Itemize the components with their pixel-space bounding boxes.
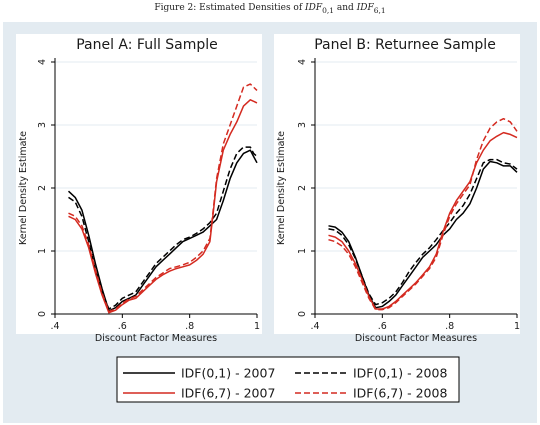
- chart-canvas: Panel A: Full Sample 0 1 2 3 4 .4 .6 .8 1 Discount…: [16, 34, 520, 403]
- caption-sub-2: 6,1: [373, 5, 386, 15]
- legend-label-idf-6-7-2008: IDF(6,7) - 2008: [353, 386, 447, 401]
- panel-b-group: Panel B: Returnee Sample 0 1 2 3 4 .4 .6 .8 1 Disc…: [274, 34, 520, 344]
- panel-a-background: [16, 34, 262, 334]
- legend-box: [116, 356, 460, 403]
- panel-a-title: Panel A: Full Sample: [76, 37, 218, 53]
- panel-a-y-tick-label-4: 4: [37, 59, 48, 65]
- caption-sub-1: 0,1: [322, 5, 334, 15]
- panel-b-x-tick-label-3: 1: [514, 321, 520, 332]
- panel-a-y-tick-label-3: 3: [37, 122, 48, 128]
- panel-a-x-axis-title: Discount Factor Measures: [95, 333, 217, 344]
- panel-a-series-idf-6-7-2007: [68, 99, 258, 314]
- legend: IDF(0,1) - 2007 IDF(0,1) - 2008 IDF(6,7) -…: [116, 356, 460, 403]
- panel-a-y-tick-label-1: 1: [37, 248, 48, 254]
- panel-b-x-axis-title: Discount Factor Measures: [355, 333, 477, 344]
- caption-prefix: Figure 2: Estimated Densities of: [154, 3, 303, 13]
- graph-region: Panel A: Full Sample 0 1 2 3 4 .4 .6 .8 1 Discount…: [3, 22, 537, 423]
- panel-b-series-idf-6-7-2007: [328, 131, 518, 310]
- panel-b-title: Panel B: Returnee Sample: [314, 37, 496, 53]
- panel-b-x-tick-label-0: .4: [310, 321, 319, 332]
- panel-b-y-axis-title: Kernel Density Estimate: [276, 131, 287, 245]
- legend-label-idf-0-1-2008: IDF(0,1) - 2008: [353, 366, 447, 381]
- panel-a-x-tick-label-0: .4: [50, 321, 59, 332]
- panel-a-series-idf-6-7-2008: [68, 83, 258, 313]
- caption-and: and: [336, 3, 354, 13]
- panel-b-x-tick-label-1: .6: [378, 321, 387, 332]
- panel-b-y-tick-label-2: 2: [297, 185, 308, 191]
- panel-a-x-tick-label-3: 1: [254, 321, 260, 332]
- panel-a-x-tick-label-1: .6: [118, 321, 127, 332]
- panel-b-y-tick-label-0: 0: [297, 311, 308, 317]
- caption-var-2: IDF: [356, 3, 374, 13]
- figure-caption: Figure 2: Estimated Densities of IDF0,1 …: [0, 3, 540, 15]
- panel-a-y-tick-label-2: 2: [37, 185, 48, 191]
- panel-b-y-tick-label-4: 4: [297, 59, 308, 65]
- panel-b-y-tick-label-3: 3: [297, 122, 308, 128]
- panel-b-series-idf-6-7-2008: [328, 117, 518, 311]
- panel-b-x-tick-label-2: .8: [445, 321, 454, 332]
- legend-label-idf-6-7-2007: IDF(6,7) - 2007: [181, 386, 275, 401]
- panel-a-y-axis-title: Kernel Density Estimate: [18, 131, 29, 245]
- panel-b-y-tick-label-1: 1: [297, 248, 308, 254]
- legend-label-idf-0-1-2007: IDF(0,1) - 2007: [181, 366, 275, 381]
- panel-b-series-idf-0-1-2008: [328, 158, 518, 306]
- panel-a-series-idf-0-1-2008: [68, 146, 258, 310]
- panel-a-series-idf-0-1-2007: [67, 149, 258, 312]
- panel-a-x-tick-label-2: .8: [185, 321, 194, 332]
- panel-a-y-tick-label-0: 0: [37, 311, 48, 317]
- caption-var-1: IDF: [305, 3, 323, 13]
- panel-a-group: Panel A: Full Sample 0 1 2 3 4 .4 .6 .8 1 Discount…: [16, 34, 262, 344]
